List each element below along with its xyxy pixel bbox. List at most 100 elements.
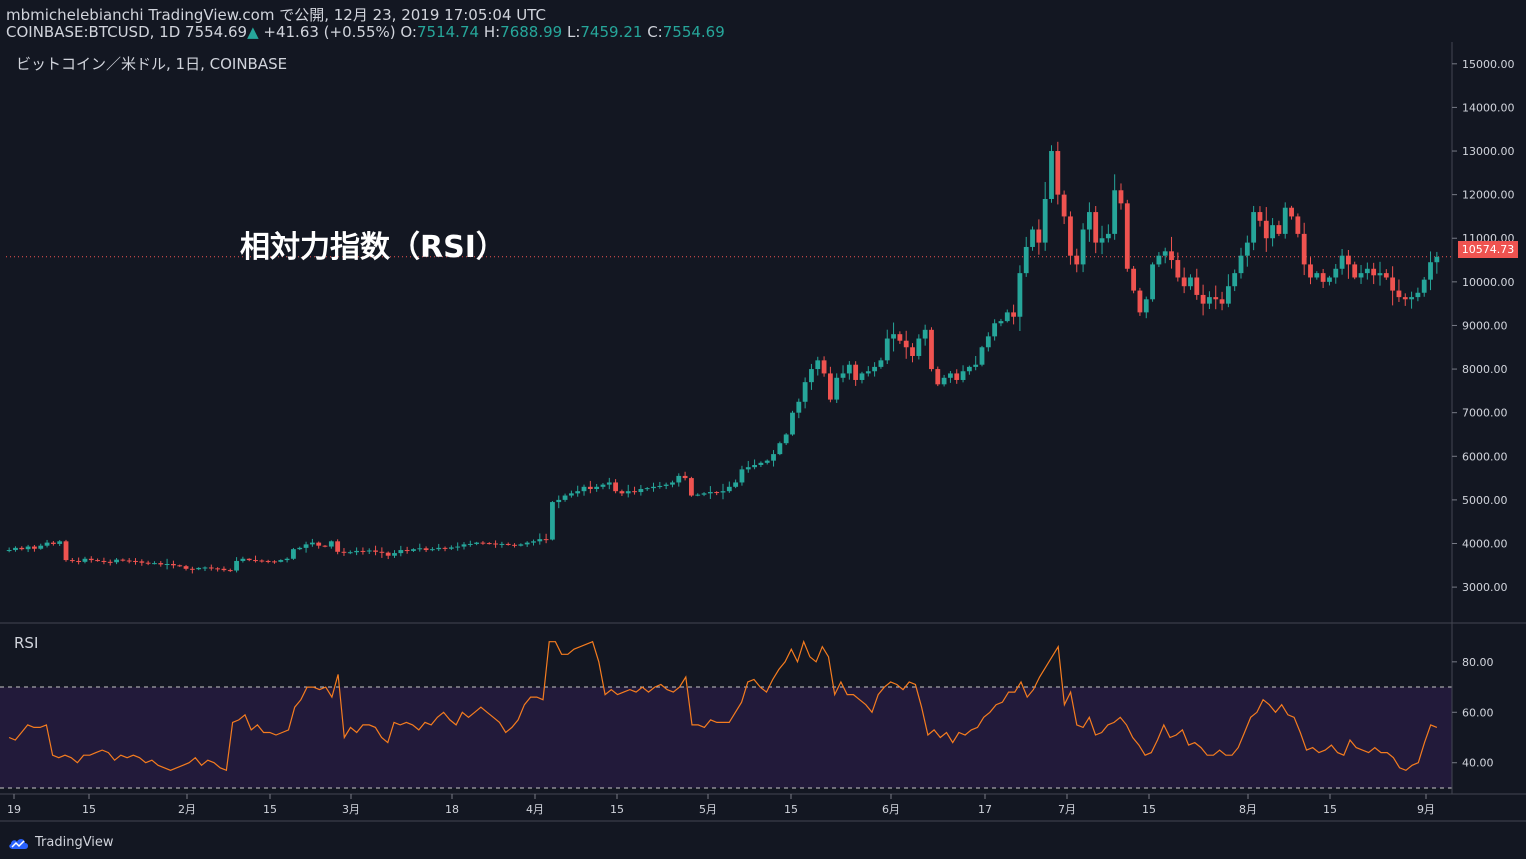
candle-body	[50, 542, 56, 544]
candle-body	[126, 560, 132, 562]
candle-body	[1434, 256, 1440, 263]
candle-body	[992, 323, 998, 337]
candle-body	[903, 340, 909, 348]
candle-body	[771, 454, 776, 461]
candle-body	[707, 492, 713, 494]
candle-body	[1049, 151, 1054, 199]
candle-body	[613, 482, 619, 492]
candle-body	[430, 549, 435, 551]
candle-body	[417, 548, 423, 550]
time-tick-label: 15	[263, 803, 277, 816]
candle-body	[859, 373, 865, 380]
candle-body	[1194, 277, 1200, 295]
candle-body	[227, 570, 233, 572]
candle-body	[1364, 268, 1370, 274]
candle-body	[531, 541, 536, 543]
last-price: 7554.69	[185, 23, 248, 41]
candle-body	[1175, 260, 1181, 278]
candle-body	[183, 566, 189, 569]
candle-body	[373, 550, 378, 552]
candle-body	[1011, 312, 1016, 317]
candle-body	[253, 560, 258, 562]
candle-body	[1150, 264, 1155, 300]
candle-body	[1409, 297, 1414, 300]
candle-body	[922, 329, 928, 339]
candle-body	[948, 373, 953, 378]
candle-body	[1371, 268, 1377, 276]
candle-body	[1093, 212, 1099, 243]
candle-body	[619, 491, 625, 494]
candle-body	[44, 542, 50, 546]
candle-body	[291, 549, 296, 559]
candle-body	[910, 347, 915, 356]
candle-body	[537, 539, 543, 542]
time-tick-label: 17	[978, 803, 992, 816]
candle-body	[1282, 207, 1288, 234]
candle-body	[587, 486, 593, 489]
rsi-band	[0, 686, 1452, 789]
candle-body	[891, 334, 896, 339]
tradingview-logo[interactable]: TradingView	[8, 835, 114, 850]
axes: 3000.00 4000.00 5000.00 6000.00 7000.00 8000.…	[0, 42, 1526, 822]
rsi-tick-label: 80.00	[1462, 656, 1494, 669]
candle-body	[1124, 203, 1130, 269]
candle-body	[657, 485, 663, 487]
candle-body	[1004, 312, 1010, 322]
candle-body	[145, 562, 151, 564]
candle-body	[152, 563, 157, 565]
candle-body	[63, 541, 69, 561]
candle-body	[1017, 273, 1023, 317]
rsi-series	[8, 639, 1438, 772]
candle-body	[935, 369, 941, 385]
rsi-line	[8, 639, 1438, 772]
candle-body	[1099, 238, 1105, 243]
candle-body	[114, 559, 119, 563]
candle-body	[1263, 220, 1269, 239]
publish-info: mbmichelebianchi TradingView.com で公開, 12…	[6, 6, 547, 24]
candle-body	[960, 371, 966, 380]
candle-body	[297, 547, 303, 550]
candle-body	[493, 543, 498, 545]
candle-body	[202, 567, 208, 569]
candle-body	[966, 366, 972, 372]
last-price-badge: 10574.73	[1458, 241, 1518, 258]
candle-body	[670, 482, 675, 485]
candle-body	[985, 336, 991, 348]
candle-body	[1377, 273, 1383, 276]
candle-body	[442, 547, 448, 549]
candle-body	[1232, 273, 1238, 287]
candle-body	[600, 484, 606, 487]
candle-body	[840, 373, 846, 378]
candle-body	[303, 544, 309, 548]
candle-body	[720, 491, 726, 493]
time-tick-label: 2月	[178, 803, 196, 816]
candle-body	[76, 560, 82, 562]
candle-body	[550, 502, 555, 540]
candle-body	[556, 499, 562, 503]
candle-body	[682, 475, 688, 479]
candle-body	[461, 544, 467, 547]
candle-body	[360, 550, 366, 552]
candle-body	[1023, 246, 1029, 274]
candle-body	[1352, 264, 1358, 278]
candle-body	[467, 543, 473, 545]
candle-body	[1402, 297, 1408, 300]
candle-body	[878, 360, 884, 367]
candle-body	[1030, 229, 1035, 247]
candle-body	[82, 558, 88, 562]
candle-body	[758, 462, 764, 466]
candle-body	[1251, 212, 1257, 243]
candle-body	[139, 561, 145, 563]
candle-body	[777, 443, 783, 455]
candle-body	[1169, 251, 1174, 261]
candle-body	[107, 561, 113, 563]
candle-body	[1390, 277, 1396, 291]
rsi-overbought-oversold-band	[0, 687, 1452, 788]
rsi-tick-label: 60.00	[1462, 706, 1494, 719]
candle-body	[1421, 279, 1427, 293]
candle-body	[1314, 273, 1320, 278]
time-tick-label: 3月	[342, 803, 360, 816]
candle-body	[499, 543, 505, 545]
candle-body	[221, 568, 227, 571]
